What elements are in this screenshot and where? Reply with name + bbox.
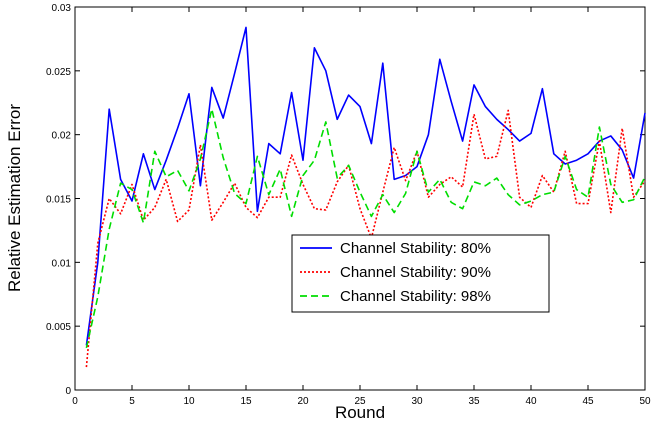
x-tick-label: 15 xyxy=(240,396,252,407)
x-tick-label: 10 xyxy=(183,396,195,407)
y-tick-label: 0.025 xyxy=(46,67,71,78)
x-tick-label: 50 xyxy=(639,396,651,407)
legend-box xyxy=(291,234,550,313)
plot-area xyxy=(74,6,646,391)
legend-label-1: Channel Stability: 80% xyxy=(340,240,491,257)
y-tick-label: 0 xyxy=(65,386,71,397)
y-tick-label: 0.03 xyxy=(52,3,72,14)
x-tick-label: 40 xyxy=(525,396,537,407)
series-line-2 xyxy=(85,109,646,368)
series-line-1 xyxy=(85,26,646,346)
legend-label-3: Channel Stability: 98% xyxy=(340,288,491,305)
x-tick-label: 5 xyxy=(129,396,135,407)
series-lines xyxy=(85,26,646,368)
y-tick-label: 0.01 xyxy=(52,258,72,269)
x-axis: 0 5 10 15 20 25 30 35 40 45 50 xyxy=(72,7,651,407)
x-axis-label: Round xyxy=(335,403,385,422)
y-tick-label: 0.005 xyxy=(46,322,71,333)
x-tick-label: 0 xyxy=(72,396,78,407)
x-tick-label: 35 xyxy=(468,396,480,407)
x-tick-label: 45 xyxy=(582,396,594,407)
y-tick-label: 0.015 xyxy=(46,195,71,206)
x-tick-label: 25 xyxy=(354,396,366,407)
y-tick-label: 0.02 xyxy=(52,131,72,142)
legend-label-2: Channel Stability: 90% xyxy=(340,264,491,281)
y-axis-label: Relative Estimation Error xyxy=(5,104,24,292)
x-tick-label: 20 xyxy=(297,396,309,407)
x-tick-label: 30 xyxy=(411,396,423,407)
series-line-3 xyxy=(85,108,646,349)
legend: Channel Stability: 80% Channel Stability:… xyxy=(291,234,550,313)
